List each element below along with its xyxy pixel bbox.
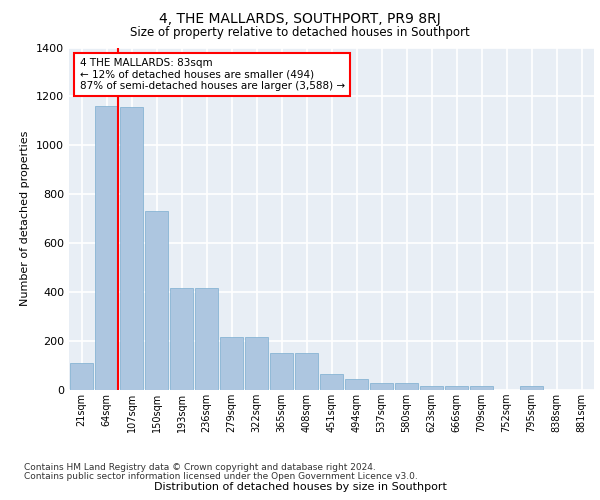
- Bar: [245, 338, 268, 390]
- Bar: [520, 386, 544, 390]
- Bar: [344, 379, 368, 390]
- Bar: [95, 106, 118, 390]
- Bar: [269, 354, 293, 390]
- Text: Size of property relative to detached houses in Southport: Size of property relative to detached ho…: [130, 26, 470, 39]
- Bar: [220, 338, 244, 390]
- Bar: [320, 374, 343, 390]
- Bar: [145, 212, 169, 390]
- Text: Contains HM Land Registry data © Crown copyright and database right 2024.: Contains HM Land Registry data © Crown c…: [24, 464, 376, 472]
- Text: 4, THE MALLARDS, SOUTHPORT, PR9 8RJ: 4, THE MALLARDS, SOUTHPORT, PR9 8RJ: [159, 12, 441, 26]
- Bar: [170, 288, 193, 390]
- Text: Distribution of detached houses by size in Southport: Distribution of detached houses by size …: [154, 482, 446, 492]
- Text: Contains public sector information licensed under the Open Government Licence v3: Contains public sector information licen…: [24, 472, 418, 481]
- Bar: [119, 108, 143, 390]
- Bar: [70, 363, 94, 390]
- Text: 4 THE MALLARDS: 83sqm
← 12% of detached houses are smaller (494)
87% of semi-det: 4 THE MALLARDS: 83sqm ← 12% of detached …: [79, 58, 344, 91]
- Bar: [419, 386, 443, 390]
- Bar: [295, 354, 319, 390]
- Bar: [395, 383, 418, 390]
- Bar: [194, 288, 218, 390]
- Bar: [445, 386, 469, 390]
- Y-axis label: Number of detached properties: Number of detached properties: [20, 131, 31, 306]
- Bar: [370, 383, 394, 390]
- Bar: [470, 386, 493, 390]
